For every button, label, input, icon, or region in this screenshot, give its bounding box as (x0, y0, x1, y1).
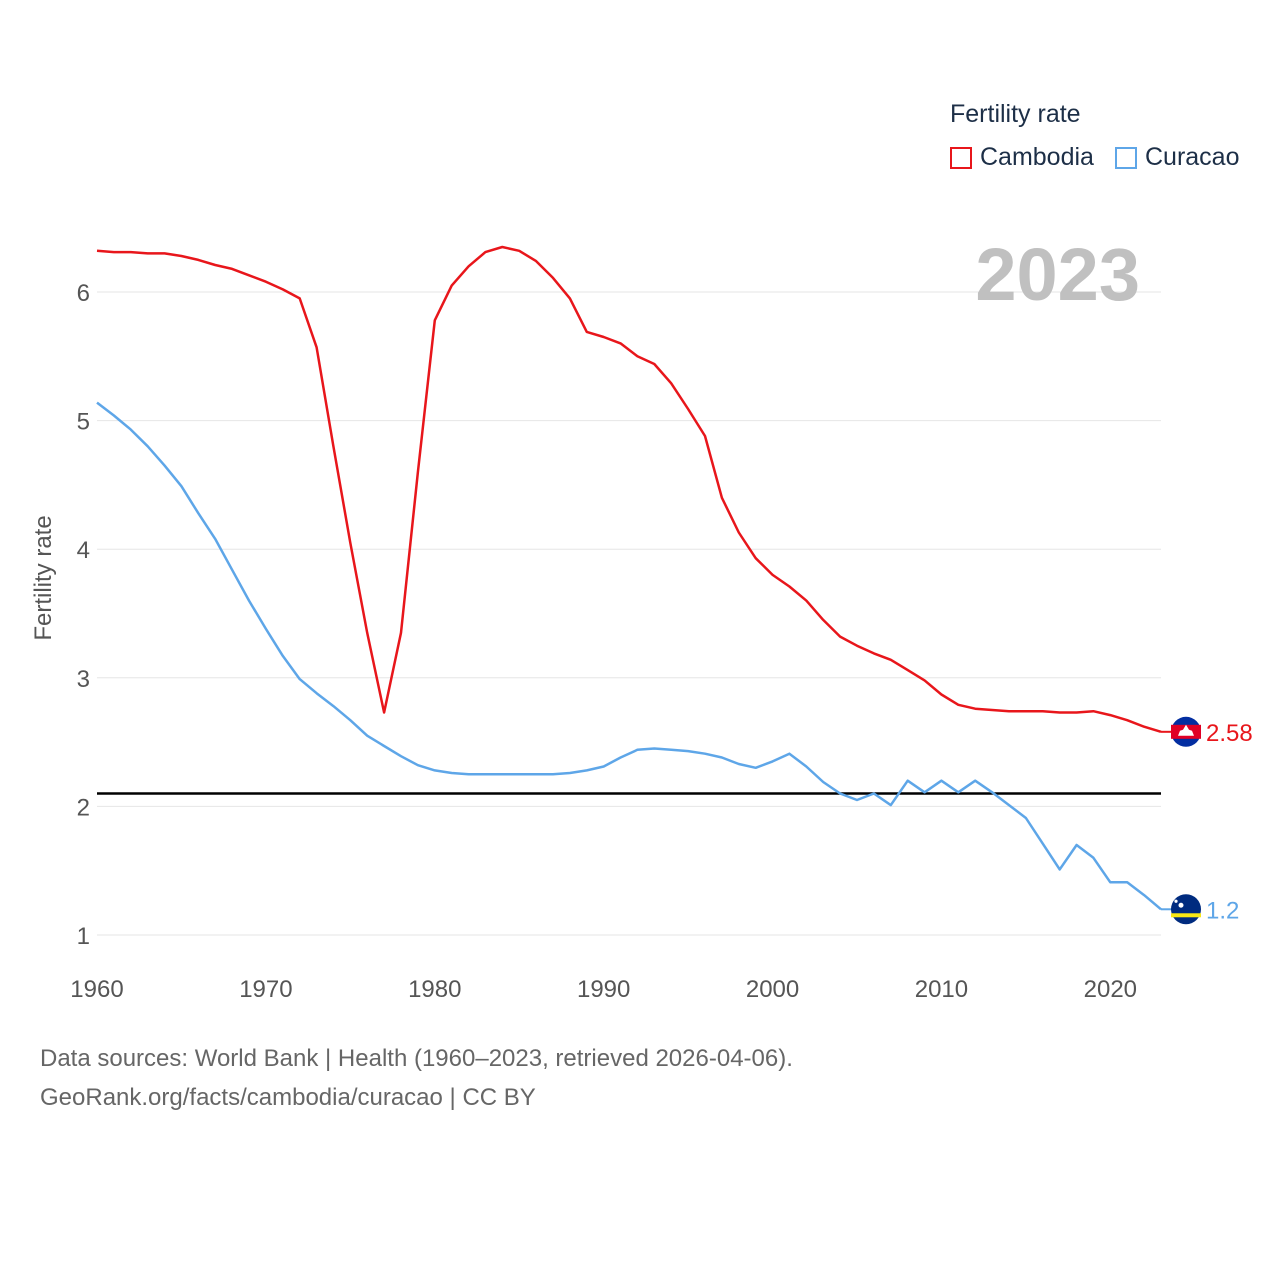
series-end-label: 2.58 (1206, 720, 1253, 747)
x-tick-label: 2010 (915, 976, 968, 1003)
y-tick-label: 4 (77, 537, 90, 564)
year-label: 2023 (975, 233, 1140, 316)
y-tick-label: 1 (77, 923, 90, 950)
data-source-note: Data sources: World Bank | Health (1960–… (40, 1045, 793, 1072)
y-tick-label: 3 (77, 666, 90, 693)
legend-label-curacao: Curacao (1145, 143, 1240, 171)
curacao-flag-icon (1171, 894, 1201, 925)
angkor-wat-icon (1178, 724, 1194, 736)
x-tick-label: 2020 (1084, 976, 1137, 1003)
y-axis-title: Fertility rate (30, 515, 57, 640)
y-tick-label: 6 (77, 280, 90, 307)
y-tick-label: 2 (77, 794, 90, 821)
x-tick-label: 2000 (746, 976, 799, 1003)
x-tick-label: 1980 (408, 976, 461, 1003)
legend-swatch-curacao (1115, 146, 1137, 169)
legend-item-curacao[interactable]: Curacao (1115, 143, 1240, 172)
series-line-cambodia (96, 245, 1162, 733)
legend-title: Fertility rate (950, 100, 1081, 128)
curacao-flag-stripe (1171, 913, 1201, 918)
x-tick-label: 1960 (70, 976, 123, 1003)
star-icon (1178, 902, 1184, 908)
series-end-label: 1.2 (1206, 897, 1239, 924)
legend-item-cambodia[interactable]: Cambodia (950, 143, 1094, 172)
x-tick-label: 1990 (577, 976, 630, 1003)
y-tick-label: 5 (77, 409, 90, 436)
attribution-link[interactable]: GeoRank.org/facts/cambodia/curacao | CC … (40, 1084, 536, 1111)
legend-swatch-cambodia (950, 146, 972, 169)
star-icon (1174, 899, 1178, 903)
series-line-curacao (96, 401, 1162, 911)
x-tick-label: 1970 (239, 976, 292, 1003)
legend-label-cambodia: Cambodia (980, 143, 1094, 171)
